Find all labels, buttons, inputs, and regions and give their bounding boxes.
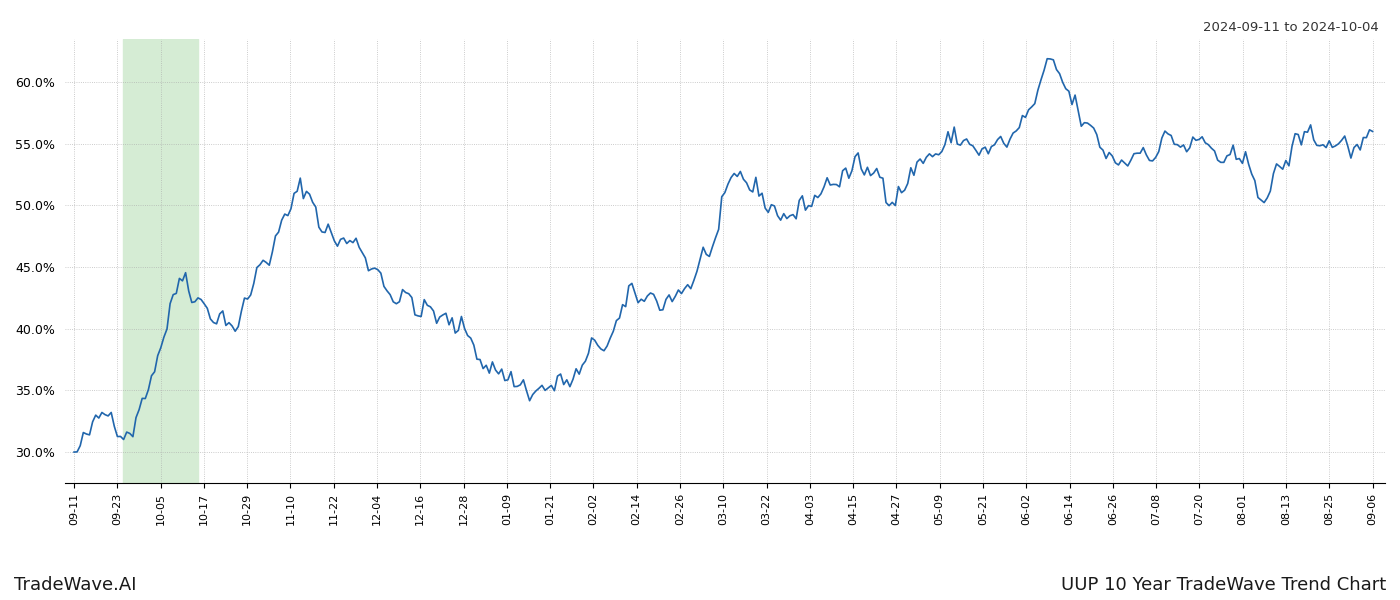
- Text: UUP 10 Year TradeWave Trend Chart: UUP 10 Year TradeWave Trend Chart: [1061, 576, 1386, 594]
- Bar: [123, 39, 197, 483]
- Text: TradeWave.AI: TradeWave.AI: [14, 576, 137, 594]
- Text: 2024-09-11 to 2024-10-04: 2024-09-11 to 2024-10-04: [1203, 21, 1379, 34]
